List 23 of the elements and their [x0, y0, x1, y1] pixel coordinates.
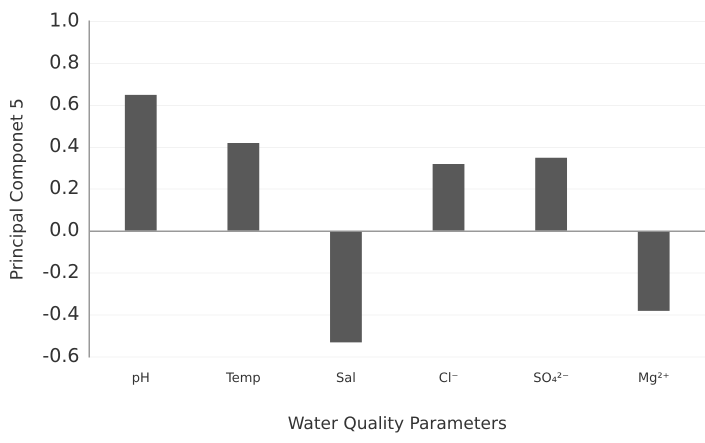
x-tick-label: Sal — [336, 371, 356, 386]
y-tick-label: 0.8 — [49, 51, 80, 74]
bar — [124, 94, 157, 230]
bar — [330, 232, 362, 342]
x-tick-label: pH — [132, 371, 150, 386]
bar — [535, 158, 568, 230]
y-tick-label: 0.4 — [49, 135, 80, 158]
y-tick-label: 0.0 — [49, 219, 80, 242]
y-axis-title: Principal Componet 5 — [8, 98, 28, 280]
y-tick-label: -0.4 — [42, 302, 80, 325]
x-tick-label: Cl⁻ — [438, 371, 458, 386]
x-tick-label: SO₄²⁻ — [533, 371, 570, 386]
y-tick-label: -0.6 — [42, 344, 80, 367]
bar — [432, 164, 464, 230]
x-tick-label: Mg²⁺ — [638, 371, 670, 386]
x-axis-title: Water Quality Parameters — [288, 414, 507, 434]
y-tick-label: 0.2 — [49, 177, 80, 200]
y-tick-label: 1.0 — [49, 9, 80, 32]
y-tick-label: 0.6 — [49, 93, 80, 116]
bar — [638, 232, 670, 311]
y-tick-label: -0.2 — [42, 261, 80, 284]
bar — [227, 143, 260, 230]
x-tick-label: Temp — [225, 371, 261, 386]
